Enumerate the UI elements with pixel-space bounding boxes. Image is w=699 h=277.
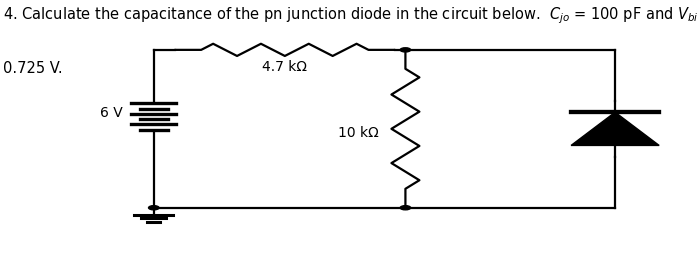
Circle shape xyxy=(149,206,159,210)
Text: 0.725 V.: 0.725 V. xyxy=(3,61,63,76)
Text: 6 V: 6 V xyxy=(99,106,122,120)
Text: 4.7 kΩ: 4.7 kΩ xyxy=(262,60,308,74)
Text: 4. Calculate the capacitance of the pn junction diode in the circuit below.  $C_: 4. Calculate the capacitance of the pn j… xyxy=(3,6,699,26)
Circle shape xyxy=(400,206,411,210)
Circle shape xyxy=(400,48,411,52)
Text: 10 kΩ: 10 kΩ xyxy=(338,126,379,140)
Polygon shape xyxy=(571,112,659,145)
